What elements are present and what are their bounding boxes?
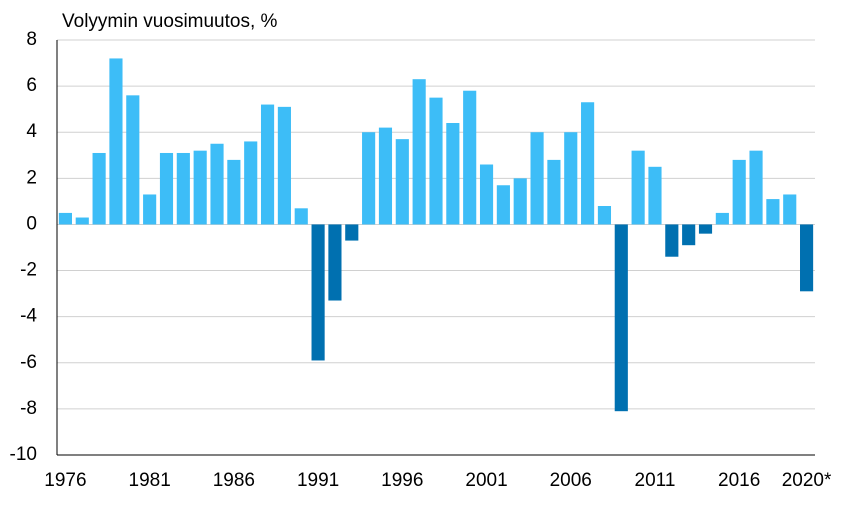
bar	[766, 199, 780, 225]
x-tick-label: 1976	[44, 470, 86, 491]
bar	[176, 152, 190, 225]
bar	[260, 104, 275, 225]
bar	[75, 217, 89, 225]
bar	[143, 194, 157, 225]
y-tick-label: 6	[26, 75, 37, 96]
y-tick-label: 4	[26, 121, 37, 142]
bar	[564, 132, 578, 225]
x-tick-label: 1996	[381, 470, 423, 491]
y-tick-label: 8	[26, 29, 37, 50]
x-tick-label: 1986	[213, 470, 255, 491]
bar	[783, 194, 797, 225]
bar	[496, 185, 510, 225]
bar	[547, 159, 561, 225]
bar	[429, 97, 443, 225]
y-tick-label: -10	[10, 444, 37, 465]
x-tick-label: 1991	[297, 470, 339, 491]
x-tick-label: 1981	[129, 470, 171, 491]
y-tick-label: -8	[20, 398, 37, 419]
bar	[193, 150, 207, 225]
bar	[715, 212, 729, 225]
chart-title: Volyymin vuosimuutos, %	[62, 11, 278, 32]
x-tick-label: 2001	[465, 470, 507, 491]
bar	[328, 224, 342, 301]
bar	[412, 79, 426, 225]
y-tick-label: -2	[20, 260, 37, 281]
bar	[378, 127, 393, 225]
bar	[800, 224, 814, 292]
bar	[58, 212, 72, 225]
bar	[345, 224, 359, 241]
bar	[126, 95, 140, 225]
x-tick-label: 2011	[635, 470, 676, 491]
bar	[749, 150, 763, 225]
y-tick-label: 0	[26, 213, 37, 234]
bar	[277, 106, 291, 225]
bar	[581, 102, 595, 225]
x-tick-label: 2016	[718, 470, 760, 491]
bar	[682, 224, 696, 246]
bar	[159, 152, 174, 225]
bar	[530, 132, 544, 225]
bar	[210, 143, 224, 225]
y-tick-label: 2	[26, 167, 37, 188]
bar	[648, 166, 662, 225]
bar	[362, 132, 376, 225]
bar	[92, 152, 106, 225]
bar	[614, 224, 628, 412]
bar	[513, 178, 527, 225]
x-tick-label: 2006	[550, 470, 592, 491]
y-tick-label: -6	[20, 352, 37, 373]
bar	[463, 90, 477, 225]
bar	[479, 164, 494, 225]
x-tick-label: 2020*	[782, 470, 832, 491]
bar	[665, 224, 679, 257]
bar	[395, 139, 409, 225]
bar	[227, 159, 241, 225]
bar	[311, 224, 325, 361]
bar	[732, 159, 746, 225]
y-tick-label: -4	[20, 306, 37, 327]
bar	[698, 224, 713, 234]
bar	[294, 208, 308, 225]
bar	[597, 206, 612, 225]
bar	[446, 123, 460, 225]
bar	[244, 141, 258, 225]
bar	[109, 58, 123, 225]
bar	[631, 150, 645, 225]
